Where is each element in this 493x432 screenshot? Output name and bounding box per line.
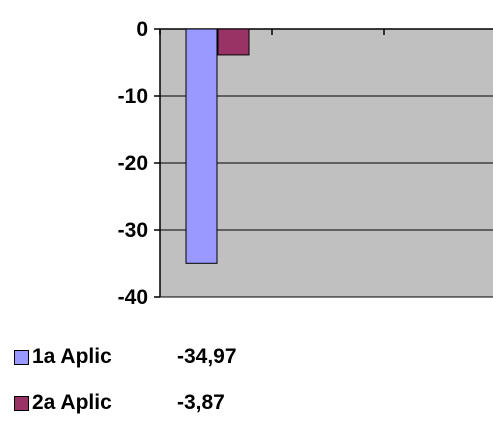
legend-swatch-2 xyxy=(14,395,29,411)
legend-value-2: -3,87 xyxy=(177,391,225,414)
y-tick-label: -30 xyxy=(118,219,148,242)
legend-item-1: 1a Aplic -34,97 xyxy=(14,340,237,374)
y-tick-label: -20 xyxy=(118,152,148,175)
y-tick-label: -10 xyxy=(118,85,148,108)
legend: 1a Aplic -34,97 2a Aplic -3,87 xyxy=(14,340,237,432)
bars xyxy=(185,28,250,264)
legend-label-1: 1a Aplic xyxy=(32,345,112,368)
bar-2 xyxy=(217,28,250,56)
legend-label-2: 2a Aplic xyxy=(32,391,112,414)
y-tick-label: 0 xyxy=(136,18,148,41)
legend-swatch-1 xyxy=(14,349,29,365)
y-axis: 0 -10 -20 -30 -40 xyxy=(118,18,493,309)
legend-value-1: -34,97 xyxy=(177,345,237,368)
bar-1 xyxy=(185,28,218,264)
bar-chart: 0 -10 -20 -30 -40 xyxy=(118,18,493,309)
y-tick-label: -40 xyxy=(118,286,148,309)
legend-item-2: 2a Aplic -3,87 xyxy=(14,386,237,420)
